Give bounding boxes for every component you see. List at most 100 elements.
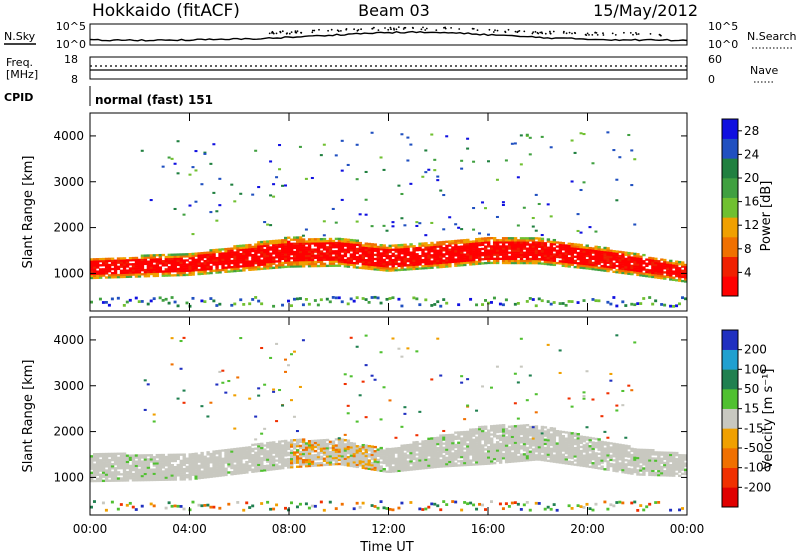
heatmap-cell — [95, 258, 100, 261]
heatmap-cell — [409, 445, 413, 449]
heatmap-cell — [298, 440, 303, 444]
heatmap-cell — [197, 466, 201, 470]
heatmap-cell — [516, 255, 521, 259]
heatmap-cell — [633, 303, 637, 307]
heatmap-cell — [454, 450, 458, 453]
heatmap-cell — [367, 461, 371, 464]
heatmap-cell — [564, 260, 568, 264]
heatmap-cell — [678, 275, 682, 278]
heatmap-cell — [534, 437, 539, 441]
heatmap-cell — [313, 238, 318, 241]
heatmap-cell — [555, 450, 560, 453]
heatmap-cell — [272, 463, 276, 467]
heatmap-cell — [284, 255, 288, 258]
heatmap-cell — [510, 245, 515, 248]
heatmap-cell — [606, 247, 610, 250]
heatmap-cell — [415, 443, 419, 446]
heatmap-cell — [537, 253, 542, 257]
heatmap-cell — [197, 474, 201, 478]
heatmap-cell — [436, 253, 440, 257]
heatmap-cell — [179, 273, 183, 277]
heatmap-cell — [510, 425, 515, 428]
heatmap-cell — [307, 248, 312, 251]
heatmap-cell — [355, 459, 360, 462]
heatmap-cell — [534, 435, 539, 438]
heatmap-cell — [492, 257, 497, 260]
heatmap-cell — [454, 239, 458, 243]
heatmap-cell — [484, 253, 488, 257]
heatmap-cell — [484, 437, 488, 441]
heatmap-cell — [639, 255, 643, 258]
heatmap-cell — [298, 459, 303, 462]
heatmap-cell — [134, 508, 138, 511]
heatmap-cell — [672, 266, 676, 269]
heatmap-cell — [651, 302, 655, 306]
heatmap-cell — [549, 244, 554, 248]
heatmap-cell — [597, 252, 601, 255]
heatmap-cell — [516, 449, 521, 452]
heatmap-cell — [445, 250, 449, 254]
heatmap-cell — [119, 503, 123, 506]
heatmap-cell — [516, 245, 521, 248]
heatmap-cell — [215, 460, 219, 463]
heatmap-cell — [179, 271, 183, 275]
heatmap-cell — [415, 255, 419, 258]
heatmap-cell — [555, 434, 560, 437]
heatmap-cell — [301, 448, 306, 452]
heatmap-cell — [260, 249, 264, 252]
heatmap-cell — [436, 179, 440, 182]
heatmap-cell — [519, 428, 524, 432]
heatmap-cell — [564, 244, 568, 247]
heatmap-cell — [298, 461, 303, 464]
heatmap-cell — [295, 263, 300, 266]
heatmap-cell — [170, 259, 174, 263]
heatmap-cell — [236, 246, 240, 250]
heatmap-cell — [427, 447, 431, 451]
heatmap-cell — [212, 259, 216, 262]
heatmap-cell — [316, 303, 320, 307]
heatmap-cell — [582, 246, 586, 249]
heatmap-cell — [95, 465, 100, 468]
heatmap-cell — [582, 266, 586, 270]
heatmap-cell — [525, 438, 530, 441]
heatmap-cell — [513, 456, 518, 459]
heatmap-cell — [394, 254, 398, 257]
heatmap-cell — [487, 236, 491, 240]
heatmap-cell — [451, 448, 455, 451]
heatmap-cell — [257, 457, 261, 460]
nsearch-dot — [340, 30, 342, 32]
heatmap-cell — [203, 470, 207, 473]
heatmap-cell — [322, 242, 327, 245]
heatmap-cell — [218, 474, 222, 477]
heatmap-cell — [397, 457, 401, 460]
heatmap-cell — [439, 461, 443, 464]
heatmap-cell — [337, 450, 342, 453]
heatmap-cell — [495, 441, 500, 444]
heatmap-cell — [275, 256, 279, 259]
heatmap-cell — [146, 466, 151, 469]
heatmap-cell — [394, 260, 398, 264]
heatmap-cell — [403, 462, 407, 466]
heatmap-cell — [358, 453, 363, 457]
heatmap-cell — [212, 257, 216, 260]
heatmap-cell — [266, 260, 270, 264]
heatmap-cell — [203, 474, 207, 477]
heatmap-cell — [310, 454, 315, 457]
heatmap-cell — [367, 263, 371, 266]
heatmap-cell — [254, 457, 258, 461]
heatmap-cell — [104, 459, 109, 462]
heatmap-cell — [361, 266, 366, 270]
heatmap-cell — [278, 459, 282, 462]
heatmap-cell — [522, 241, 527, 244]
heatmap-cell — [516, 439, 521, 442]
heatmap-cell — [579, 451, 583, 455]
heatmap-cell — [478, 254, 482, 257]
heatmap-cell — [319, 457, 324, 461]
heatmap-cell — [95, 272, 100, 275]
heatmap-cell — [116, 464, 121, 468]
heatmap-cell — [495, 459, 500, 462]
heatmap-cell — [549, 242, 554, 246]
heatmap-cell — [275, 467, 279, 471]
heatmap-cell — [155, 258, 160, 261]
heatmap-cell — [570, 263, 574, 266]
